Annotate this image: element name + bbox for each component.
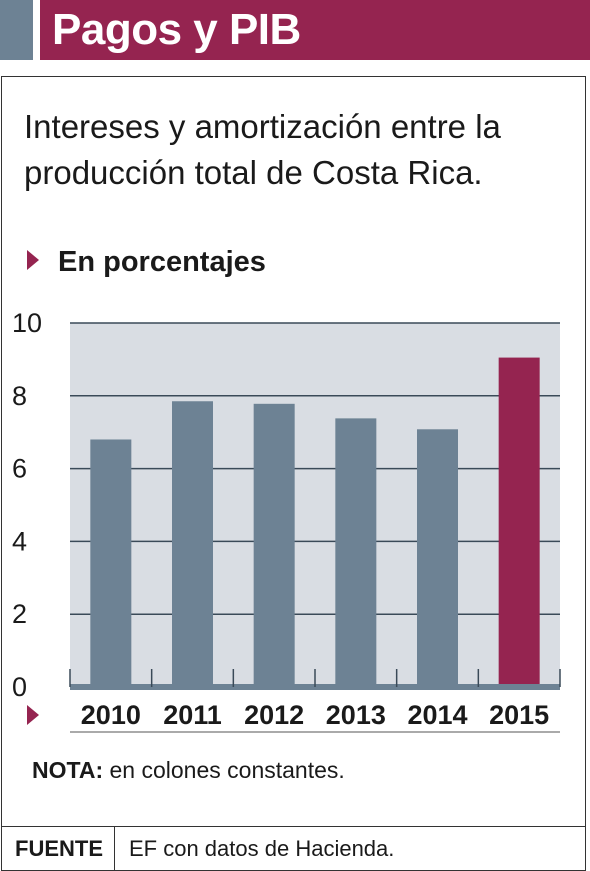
- y-tick-label: 4: [12, 526, 27, 556]
- plot-background: [70, 323, 560, 687]
- bar-2012: [253, 403, 295, 684]
- bar-2014: [417, 429, 458, 684]
- unit-label: En porcentajes: [58, 246, 266, 278]
- chart-note: NOTA: en colones constantes.: [32, 755, 345, 785]
- bar-chart: 0 2 4 6 8 10 2010 2011 2012 2013 2014 2015: [12, 308, 561, 733]
- source-divider: [114, 827, 115, 871]
- y-tick-label: 10: [12, 308, 42, 338]
- note-text: en colones constantes.: [109, 757, 345, 783]
- x-tick-label: 2011: [163, 700, 222, 730]
- x-tick-label: 2015: [489, 700, 549, 730]
- chart-subtitle: Intereses y amortización entre la produc…: [24, 108, 501, 191]
- x-tick-label: 2010: [81, 700, 141, 730]
- y-tick-label: 0: [12, 672, 27, 702]
- source-label: FUENTE: [15, 836, 103, 861]
- y-tick-label: 2: [12, 599, 27, 629]
- source-row: FUENTE EF con datos de Hacienda.: [1, 826, 586, 871]
- source-text: EF con datos de Hacienda.: [129, 836, 395, 861]
- bar-2010: [90, 439, 132, 684]
- bar-2013: [335, 418, 377, 684]
- header-accent-block: [0, 0, 33, 60]
- unit-marker-icon: [27, 250, 39, 270]
- x-tick-label: 2012: [244, 700, 304, 730]
- x-tick-label: 2014: [407, 700, 467, 730]
- bar-2015: [498, 357, 540, 684]
- y-tick-label: 6: [12, 454, 27, 484]
- header-title: Pagos y PIB: [40, 0, 590, 60]
- x-tick-label: 2013: [326, 700, 386, 730]
- y-tick-label: 8: [12, 381, 27, 411]
- note-label: NOTA:: [32, 757, 104, 783]
- bar-2011: [172, 401, 213, 684]
- axis-marker-icon: [27, 705, 39, 725]
